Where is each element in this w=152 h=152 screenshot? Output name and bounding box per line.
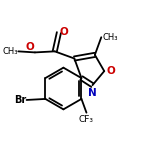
- Text: O: O: [26, 42, 34, 52]
- Text: Br: Br: [14, 95, 26, 105]
- Text: O: O: [60, 27, 69, 37]
- Text: O: O: [106, 66, 115, 76]
- Text: N: N: [88, 88, 96, 98]
- Text: CF₃: CF₃: [79, 115, 94, 124]
- Text: CH₃: CH₃: [2, 47, 18, 56]
- Text: CH₃: CH₃: [102, 33, 118, 42]
